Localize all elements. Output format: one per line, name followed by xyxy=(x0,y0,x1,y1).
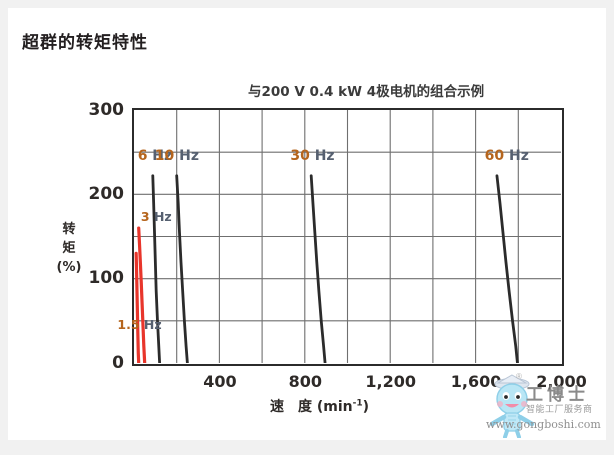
curve-60-hz xyxy=(495,174,519,363)
curve-label-30hz-unit: Hz xyxy=(309,147,335,164)
chart-plot-area xyxy=(132,108,564,366)
curve-label-60hz-unit: Hz xyxy=(504,147,529,164)
curve-label-30hz-num: 30 xyxy=(290,147,310,164)
y-tick-label-200: 200 xyxy=(88,183,125,204)
page-canvas: 超群的转矩特性 与200 V 0.4 kW 4极电机的组合示例 0 100 20… xyxy=(8,8,606,440)
curve-label-3hz-num: 3 xyxy=(140,209,150,225)
x-axis-title: 速 度 (min-1) xyxy=(270,396,369,416)
x-axis-title-text: 速 度 (min xyxy=(270,399,353,415)
y-tick-label-100: 100 xyxy=(88,268,125,289)
watermark-url: www.gongboshi.com xyxy=(486,418,601,431)
curve-label-6hz: 6 Hz xyxy=(138,148,173,164)
curve-label-10hz-num: 10 xyxy=(154,147,175,164)
y-tick-label-0: 0 xyxy=(112,352,124,373)
y-axis-title-line-3: (%) xyxy=(56,260,82,275)
watermark-brand: 工博士 xyxy=(526,385,589,405)
watermark-registered-icon: ® xyxy=(516,372,522,381)
curve-label-10hz: 10 Hz xyxy=(155,148,199,164)
curve-3-hz xyxy=(137,226,147,363)
watermark-tagline: 智能工厂服务商 xyxy=(526,405,593,415)
y-axis-title-line-1: 转 xyxy=(62,222,76,237)
x-tick-label-1200: 1,200 xyxy=(365,372,416,391)
y-tick-label-300: 300 xyxy=(88,99,125,120)
curve-30-hz xyxy=(309,174,327,363)
curve-label-10hz-unit: Hz xyxy=(174,147,200,164)
curve-label-6hz-num: 6 xyxy=(137,147,148,164)
curve-10-hz xyxy=(175,174,189,363)
x-tick-label-800: 800 xyxy=(288,372,322,391)
chart-curves xyxy=(134,174,519,363)
y-axis-title-line-2: 矩 xyxy=(62,241,76,256)
curve-label-6hz-unit: Hz xyxy=(147,147,173,164)
curve-label-3hz: 3 Hz xyxy=(141,209,172,224)
curve-label-1-5hz-num: 1.5 xyxy=(117,316,140,332)
curve-label-60hz: 60 Hz xyxy=(485,148,529,164)
curve-1-5-hz xyxy=(134,251,141,363)
chart-gridlines xyxy=(134,110,561,363)
y-axis-title: 转 矩 (%) xyxy=(52,220,86,277)
page-title: 超群的转矩特性 xyxy=(22,33,148,53)
x-tick-label-400: 400 xyxy=(203,372,237,391)
chart-annotation: 与200 V 0.4 kW 4极电机的组合示例 xyxy=(248,84,485,100)
x-tick-label-1600: 1,600 xyxy=(450,372,502,391)
curve-label-1-5hz: 1.5 Hz xyxy=(117,317,161,332)
mascot-icon xyxy=(489,374,535,438)
watermark: ® 工博士 智能工厂服务商 www.gongboshi.com xyxy=(478,368,606,440)
x-axis-title-close: ) xyxy=(362,399,370,415)
curve-label-60hz-num: 60 xyxy=(484,147,505,164)
curve-label-3hz-unit: Hz xyxy=(149,209,172,225)
x-tick-label-2000: 2,000 xyxy=(536,372,587,391)
curve-label-30hz: 30 Hz xyxy=(290,148,334,164)
curve-label-1-5hz-unit: Hz xyxy=(139,316,162,332)
x-axis-title-superscript: -1 xyxy=(352,398,363,409)
curve-6-hz xyxy=(151,174,162,363)
